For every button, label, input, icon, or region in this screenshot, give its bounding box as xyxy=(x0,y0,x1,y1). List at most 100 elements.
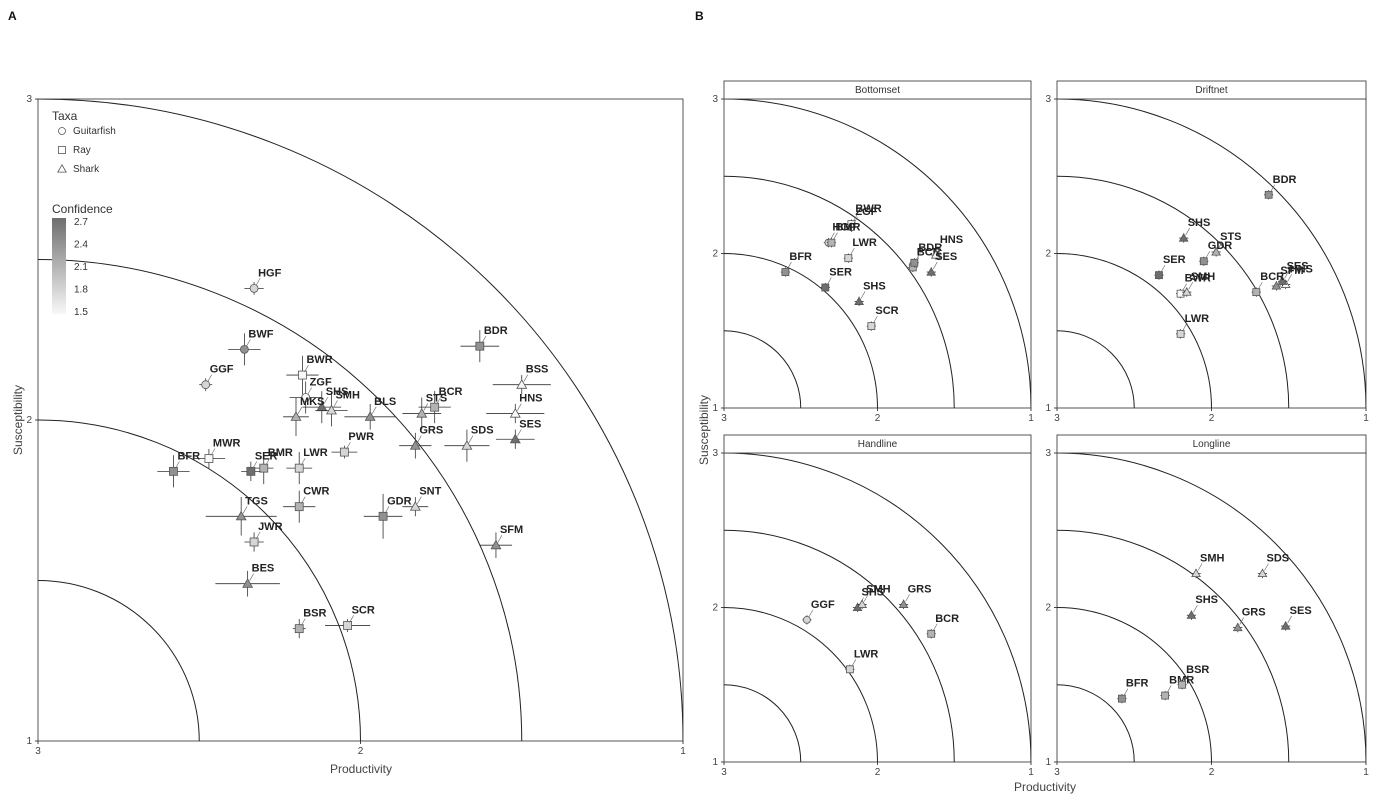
point-label: BFR xyxy=(177,450,200,462)
y-tick-label: 1 xyxy=(712,403,718,414)
label-leader xyxy=(497,535,503,543)
data-point: BWR xyxy=(286,354,333,395)
legend-taxa-label: Guitarfish xyxy=(73,126,116,137)
point-label: HGF xyxy=(832,222,856,234)
label-leader xyxy=(1287,274,1292,282)
x-tick-label: 1 xyxy=(1028,767,1034,778)
point-label: LWR xyxy=(303,447,327,459)
data-point: SMH xyxy=(1191,553,1225,579)
plot-frame xyxy=(723,452,1032,763)
data-point: BMR xyxy=(1160,675,1194,701)
risk-arc xyxy=(1057,253,1212,408)
point-marker xyxy=(343,621,353,630)
point-marker xyxy=(294,502,304,512)
point-label: BFR xyxy=(789,251,812,263)
label-leader xyxy=(175,461,180,469)
data-point: GRS xyxy=(898,583,931,610)
risk-arcs xyxy=(1057,99,1366,408)
facet-title: Driftnet xyxy=(1195,85,1227,96)
y-tick-label: 3 xyxy=(712,448,718,459)
facet-title: Handline xyxy=(858,439,898,450)
point-label: HNS xyxy=(519,393,542,405)
point-label: SMH xyxy=(1200,553,1225,565)
point-marker xyxy=(1257,568,1268,578)
label-leader xyxy=(246,339,251,347)
point-marker xyxy=(1178,680,1187,689)
legend-marker-shark xyxy=(57,163,67,173)
point-marker xyxy=(1155,271,1163,280)
y-tick-label: 2 xyxy=(26,415,32,426)
data-point: GGF xyxy=(802,599,835,625)
point-marker xyxy=(802,615,811,624)
point-marker xyxy=(926,267,937,276)
data-point: LWR xyxy=(286,447,328,485)
point-marker xyxy=(475,341,485,351)
label-leader xyxy=(905,594,910,602)
panel-a-ylabel: Susceptibility xyxy=(11,385,25,455)
point-label: LWR xyxy=(1185,313,1209,325)
point-label: BWF xyxy=(248,328,273,340)
point-marker xyxy=(1176,329,1185,338)
panel-b-xlabel: Productivity xyxy=(1014,780,1076,794)
point-label: HGF xyxy=(258,267,282,279)
label-leader xyxy=(873,315,878,324)
plot-frame xyxy=(1056,98,1367,409)
data-point: TGS xyxy=(205,495,277,536)
facet-strip xyxy=(723,80,1032,100)
label-leader xyxy=(300,496,306,504)
data-point: BFR xyxy=(780,251,812,277)
y-tick-label: 2 xyxy=(712,249,718,260)
point-label: GGF xyxy=(210,364,234,376)
point-marker xyxy=(1280,621,1291,630)
risk-arc xyxy=(38,419,361,741)
point-label: LWR xyxy=(852,237,876,249)
confidence-tick-label: 2.4 xyxy=(74,240,88,251)
point-label: LWR xyxy=(854,648,878,660)
x-tick-label: 3 xyxy=(721,413,727,424)
point-label: BSR xyxy=(1186,664,1209,676)
confidence-tick-label: 1.5 xyxy=(74,307,88,318)
point-label: PWR xyxy=(348,431,374,443)
risk-arc xyxy=(1057,529,1290,762)
label-leader xyxy=(853,213,858,222)
point-label: STS xyxy=(426,393,447,405)
label-leader xyxy=(1217,241,1223,250)
label-leader xyxy=(252,461,258,469)
facet-title: Bottomset xyxy=(855,85,900,96)
label-leader xyxy=(850,247,855,256)
x-tick-label: 2 xyxy=(1209,767,1215,778)
data-point: SNT xyxy=(402,486,442,517)
data-point: LWR xyxy=(843,237,877,263)
label-leader xyxy=(860,291,866,299)
label-leader xyxy=(833,232,838,240)
risk-arcs xyxy=(38,99,683,741)
label-leader xyxy=(827,277,832,285)
point-marker xyxy=(298,370,307,380)
point-label: CWR xyxy=(303,486,329,498)
point-label: BWR xyxy=(306,354,332,366)
x-tick-label: 2 xyxy=(875,767,881,778)
legend-confidence-title: Confidence xyxy=(52,202,113,216)
label-leader xyxy=(937,244,943,253)
data-point: STS xyxy=(402,393,447,430)
point-label: ZGF xyxy=(855,206,877,218)
point-label: SES xyxy=(519,418,541,430)
point-label: BFR xyxy=(1126,678,1149,690)
label-leader xyxy=(1258,281,1263,290)
label-leader xyxy=(808,609,814,618)
label-leader xyxy=(417,435,422,443)
label-leader xyxy=(333,400,338,408)
label-leader xyxy=(417,496,422,504)
point-marker xyxy=(1277,276,1288,285)
point-marker xyxy=(325,404,337,415)
data-point: BCR xyxy=(926,613,959,639)
point-label: SHS xyxy=(1195,594,1218,606)
y-tick-label: 3 xyxy=(26,94,32,105)
data-point: MWR xyxy=(192,438,240,469)
point-label: SHS xyxy=(863,280,886,292)
